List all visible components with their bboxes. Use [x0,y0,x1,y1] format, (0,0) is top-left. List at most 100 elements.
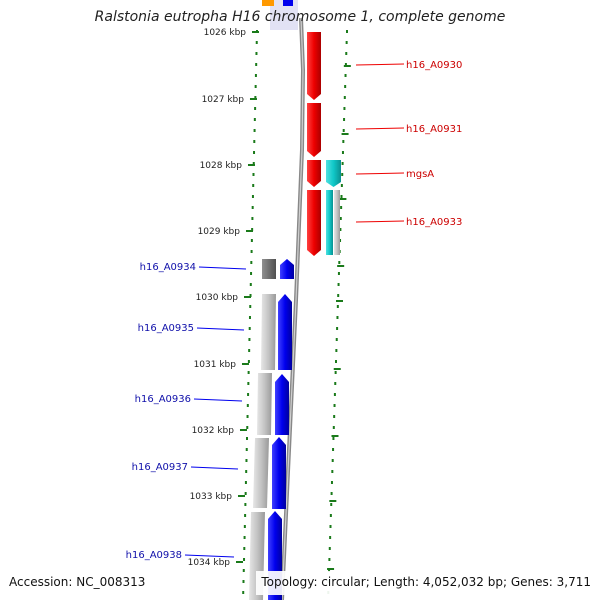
ruler-tick-left [244,296,251,298]
footer-left-bg [4,571,152,595]
reverse-leader-line [193,398,243,402]
ruler-dot-right [338,261,341,264]
ruler-dot-right [329,525,332,528]
ruler-dot-right [335,349,338,352]
genome-info: Topology: circular; Length: 4,052,032 bp… [261,575,591,589]
ruler-dot-right [329,536,332,539]
ruler-dot-right [339,217,342,220]
ruler-dot-left [245,459,248,462]
ruler-dot-left [244,514,247,517]
reverse-gene-3 [275,374,289,435]
reverse-leader-line [190,466,239,470]
ruler-dot-left [248,349,251,352]
ruler-dot-left [248,338,251,341]
cyan-gene-2 [326,190,333,255]
ruler-dot-right [343,96,346,99]
ruler-tick-left [252,31,259,33]
ruler-dot-right [332,437,335,440]
accession-text: Accession: NC_008313 [9,575,146,589]
ruler-tick-left [239,429,247,431]
ruler-tick-right [339,198,347,200]
ruler-dot-left [243,525,246,528]
ruler-label: 1034 kbp [188,558,231,568]
reverse-gene-2 [278,294,292,370]
ruler-tick-right [343,65,351,67]
footer-right-bg [256,571,600,595]
ruler-dot-left [251,228,254,231]
ruler-dot-left [243,558,246,561]
ruler-dot-right [343,107,346,110]
ruler-tick-right [327,568,335,570]
ruler-label: 1026 kbp [204,28,247,38]
ruler-dot-left [251,206,254,209]
ruler-tick-right [337,265,345,267]
ruler-dot-right [337,283,340,286]
reverse-leader-line [198,266,247,270]
ruler-dot-left [246,426,249,429]
forward-gene-label: h16_A0933 [406,217,462,228]
ruler-dot-right [330,492,333,495]
ruler-dot-right [335,360,337,363]
ruler-tick-right [331,435,339,437]
ruler-dot-right [341,173,344,176]
reverse-leader-line [196,327,245,331]
ruler-dot-right [339,228,342,231]
reverse-gene-label: h16_A0935 [138,323,194,334]
map-title: Ralstonia eutropha H16 chromosome 1, com… [94,9,506,25]
ruler-dot-right [344,74,347,77]
ruler-dot-left [243,536,246,539]
ruler-dot-left [254,96,257,99]
ruler-dot-right [337,294,340,297]
forward-gene-2 [307,103,321,157]
forward-leader-line [355,127,405,130]
reverse-gene-label: h16_A0934 [140,262,196,273]
forward-leader-line [355,172,405,175]
ruler-dot-left [254,74,257,77]
ruler-dot-right [344,63,347,66]
ruler-dot-left [249,283,252,286]
ruler-dot-left [247,382,250,385]
ruler-dot-left [246,415,249,418]
ruler-dot-left [247,371,250,374]
gray-gene-left [257,373,272,435]
dark-gray-gene [262,259,276,279]
forward-gene-label: h16_A0931 [406,124,462,135]
ruler-dot-left [249,294,252,297]
forward-leader-line [355,220,405,223]
ruler-dot-left [247,360,250,363]
ruler-dot-right [331,459,334,462]
ruler-dot-right [335,338,338,341]
ruler-dot-left [250,261,253,264]
forward-gene-3 [307,160,321,187]
ruler-tick-right [333,368,341,370]
ruler-dot-left [244,503,247,506]
ruler-dot-right [345,52,348,55]
ruler-dot-right [333,393,336,396]
ruler-dot-left [248,327,251,330]
reverse-gene-label: h16_A0938 [126,550,182,561]
ruler-tick-left [249,98,257,100]
ruler-dot-left [251,217,254,220]
forward-gene-4 [307,190,321,256]
ruler-tick-left [247,164,255,166]
ruler-dot-right [330,503,333,506]
ruler-dot-right [334,382,337,385]
length-text: Length: 4,052,032 bp; [373,575,508,589]
ruler-dot-left [254,107,257,110]
ruler-dot-right [337,272,340,275]
ruler-dot-right [344,85,347,88]
ruler-dot-left [253,151,256,154]
ruler-dot-right [331,470,334,473]
ruler-dot-right [339,239,342,242]
ruler-dot-right [340,206,343,209]
ruler-dot-left [246,404,249,407]
ruler-dot-left [253,129,256,132]
gene-count-text: Genes: 3,711 [510,575,591,589]
ruler-dot-left [253,118,256,121]
ruler-tick-right [329,500,337,502]
gray-gene-left [253,438,269,508]
gray-gene-left [261,294,276,370]
ruler-dot-left [250,250,253,253]
